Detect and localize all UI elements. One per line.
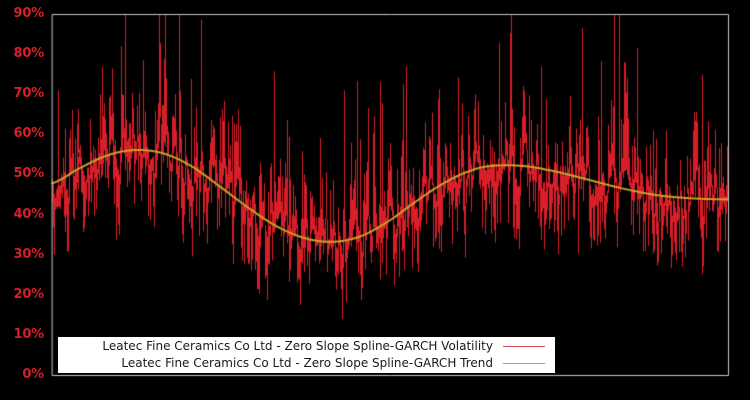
chart-legend: Leatec Fine Ceramics Co Ltd - Zero Slope… [58,337,555,373]
y-axis-tick-label: 40% [13,206,44,222]
y-axis-tick-label: 20% [13,286,44,302]
legend-entry: Leatec Fine Ceramics Co Ltd - Zero Slope… [58,338,555,355]
legend-entry: Leatec Fine Ceramics Co Ltd - Zero Slope… [58,355,555,372]
y-axis-tick-label: 60% [13,126,44,142]
y-axis-tick-label: 30% [13,246,44,262]
legend-entry-swatch [503,363,545,364]
y-axis-tick-label: 80% [13,46,44,62]
y-axis-tick-label: 0% [22,367,44,382]
y-axis-tick-label: 90% [13,6,44,21]
y-axis-tick-label: 50% [13,166,44,182]
legend-entry-label: Leatec Fine Ceramics Co Ltd - Zero Slope… [102,339,493,353]
y-axis-tick-label: 70% [13,86,44,102]
legend-entry-swatch [503,346,545,347]
legend-entry-label: Leatec Fine Ceramics Co Ltd - Zero Slope… [121,356,493,370]
y-axis-tick-label: 10% [13,326,44,342]
